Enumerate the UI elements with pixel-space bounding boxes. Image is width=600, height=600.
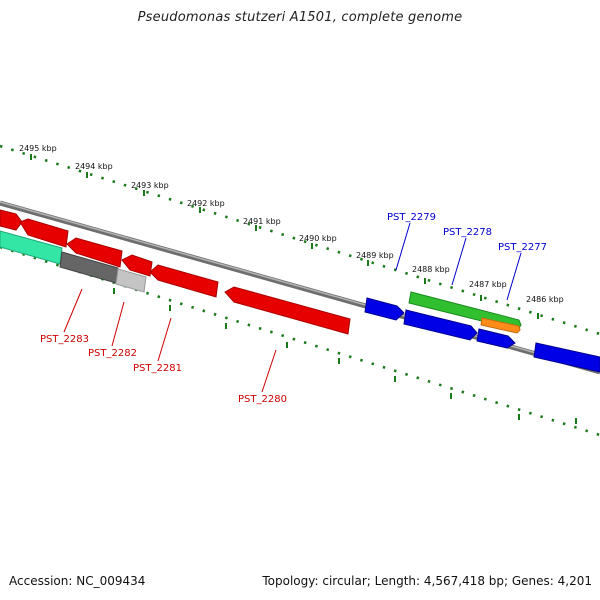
- feature-red-5[interactable]: [149, 264, 219, 298]
- gene-label-pst2280[interactable]: PST_2280: [238, 394, 287, 405]
- kbp-label-2488: 2488 kbp: [412, 265, 450, 274]
- gene-label-pst2281[interactable]: PST_2281: [133, 363, 182, 374]
- ruler-inner-major-ticks: [113, 288, 577, 424]
- feature-red-1[interactable]: [0, 209, 23, 231]
- kbp-label-2493: 2493 kbp: [131, 181, 169, 190]
- map-title: Pseudomonas stutzeri A1501, complete gen…: [137, 10, 463, 25]
- feature-red-pst2280[interactable]: [224, 286, 351, 335]
- feature-red-3[interactable]: [66, 237, 123, 268]
- kbp-label-2491: 2491 kbp: [243, 217, 281, 226]
- feature-blue-4[interactable]: [533, 342, 600, 373]
- feature-blue-3[interactable]: [476, 328, 516, 349]
- feature-light-gray[interactable]: [115, 268, 147, 293]
- kbp-label-2494: 2494 kbp: [75, 162, 113, 171]
- gene-label-pst2283[interactable]: PST_2283: [40, 334, 89, 345]
- kbp-label-2486: 2486 kbp: [526, 295, 564, 304]
- feature-red-2[interactable]: [19, 218, 69, 248]
- feature-blue-1[interactable]: [364, 297, 405, 321]
- feature-orange[interactable]: [480, 317, 521, 334]
- gene-label-pst2279[interactable]: PST_2279: [387, 212, 436, 223]
- label-leaders: [63, 222, 522, 393]
- kbp-label-2492: 2492 kbp: [187, 199, 225, 208]
- feature-blue-2[interactable]: [403, 309, 478, 341]
- ruler-major-ticks: [30, 154, 539, 319]
- kbp-label-2495: 2495 kbp: [19, 144, 57, 153]
- forward-features: [364, 291, 600, 373]
- gene-label-pst2277[interactable]: PST_2277: [498, 242, 547, 253]
- gene-label-pst2282[interactable]: PST_2282: [88, 348, 137, 359]
- accession-text: Accession: NC_009434: [9, 574, 146, 588]
- kbp-label-2489: 2489 kbp: [356, 251, 394, 260]
- genome-summary-text: Topology: circular; Length: 4,567,418 bp…: [262, 574, 592, 588]
- feature-red-4[interactable]: [121, 254, 153, 277]
- kbp-label-2487: 2487 kbp: [469, 280, 507, 289]
- kbp-label-2490: 2490 kbp: [299, 234, 337, 243]
- reverse-features: [0, 209, 351, 335]
- gene-label-pst2278[interactable]: PST_2278: [443, 227, 492, 238]
